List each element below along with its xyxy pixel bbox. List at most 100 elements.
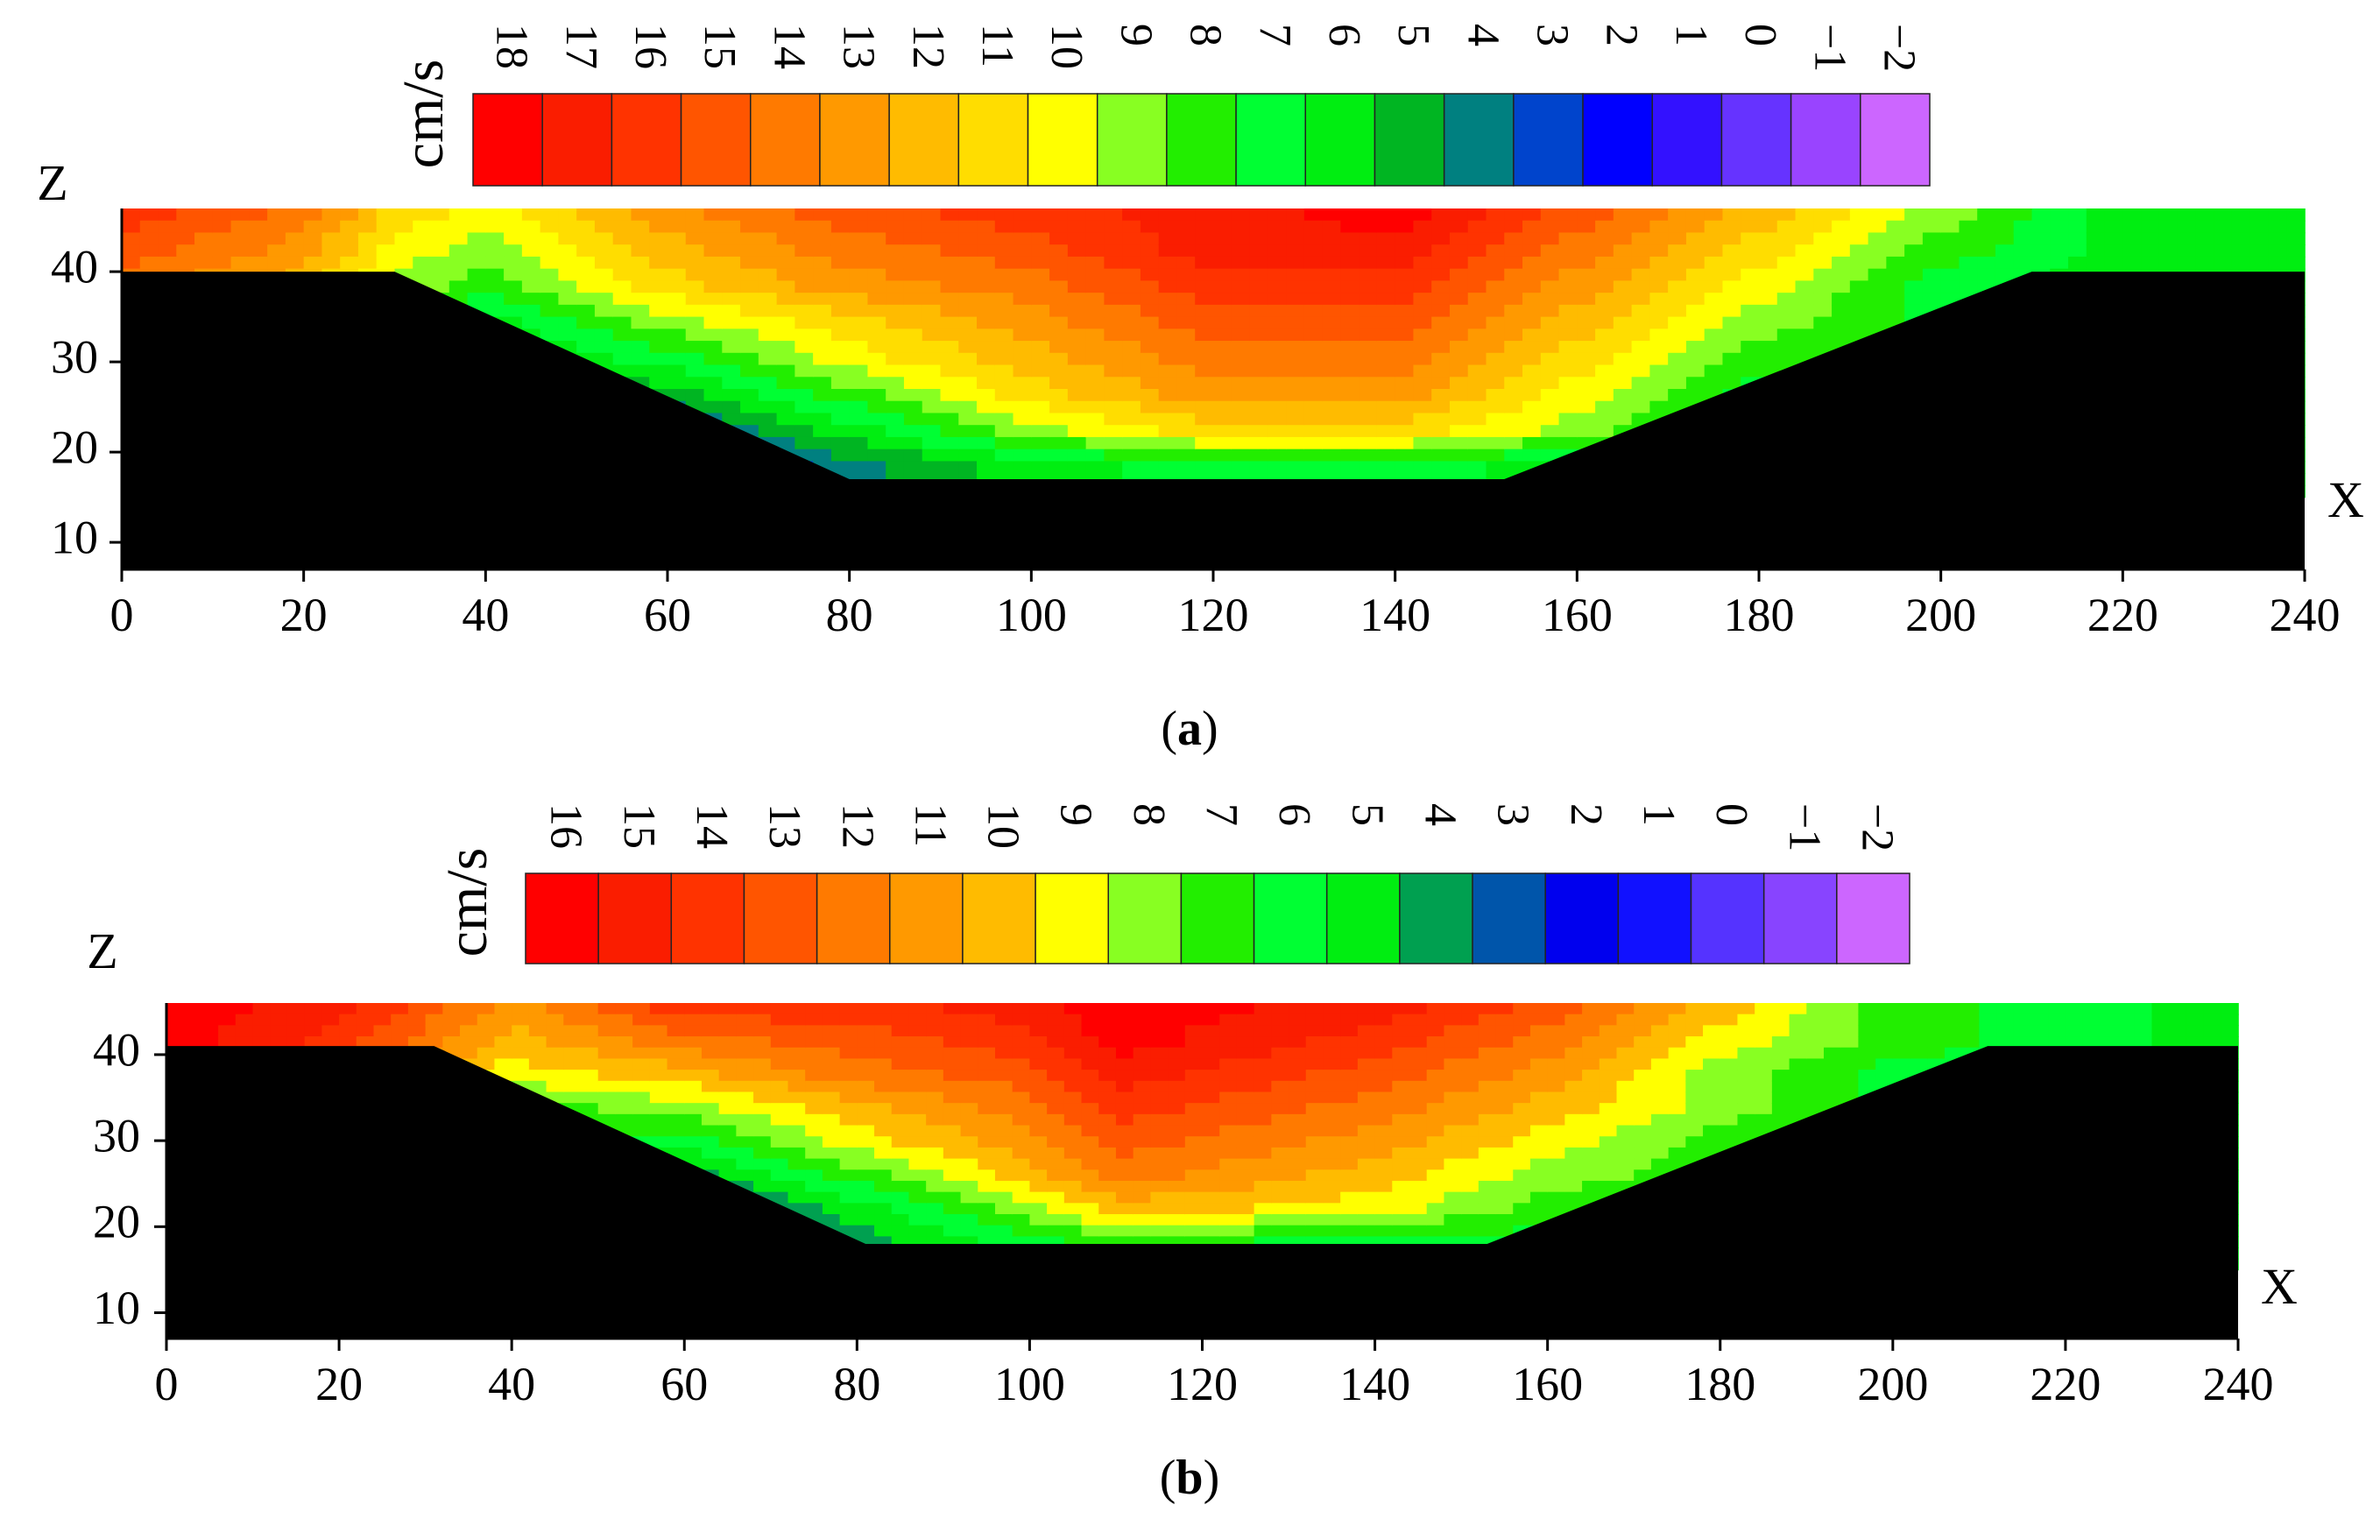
velocity-cell: [978, 1203, 996, 1215]
velocity-cell: [1741, 280, 1760, 293]
velocity-cell: [943, 1113, 962, 1127]
velocity-cell: [1202, 1147, 1221, 1160]
velocity-cell: [1340, 244, 1359, 258]
velocity-cell: [1031, 244, 1050, 258]
velocity-cell: [1254, 1158, 1273, 1171]
velocity-cell: [1444, 1080, 1462, 1093]
velocity-cell: [1582, 1113, 1600, 1127]
colorbar-swatch: [1582, 93, 1653, 187]
velocity-cell: [1547, 1191, 1566, 1204]
velocity-cell: [703, 316, 724, 330]
velocity-cell: [1168, 1180, 1186, 1193]
velocity-cell: [581, 1047, 599, 1060]
velocity-cell: [1577, 208, 1596, 222]
velocity-cell: [649, 364, 668, 378]
velocity-cell: [1047, 1225, 1065, 1238]
velocity-cell: [1104, 400, 1123, 414]
velocity-cell: [1478, 1036, 1497, 1049]
velocity-cell: [857, 1014, 875, 1027]
velocity-cell: [1582, 1003, 1600, 1015]
velocity-cell: [176, 220, 195, 234]
velocity-cell: [1168, 1036, 1186, 1049]
velocity-cell: [1431, 377, 1451, 390]
velocity-cell: [1449, 352, 1469, 366]
velocity-cell: [2231, 244, 2251, 258]
velocity-cell: [857, 1147, 875, 1160]
velocity-cell: [1289, 1214, 1307, 1226]
velocity-cell: [356, 1025, 375, 1037]
velocity-cell: [1486, 341, 1506, 354]
velocity-cell: [701, 1125, 720, 1138]
velocity-cell: [1122, 425, 1141, 438]
velocity-cell: [467, 220, 487, 234]
velocity-cell: [1595, 232, 1614, 245]
velocity-cell: [1486, 316, 1506, 330]
velocity-cell: [1357, 1047, 1376, 1060]
velocity-cell: [1547, 1091, 1566, 1104]
velocity-cell: [1303, 413, 1324, 426]
velocity-cell: [649, 1014, 668, 1027]
velocity-cell: [1140, 244, 1160, 258]
velocity-cell: [1395, 400, 1415, 414]
velocity-cell: [1133, 1047, 1152, 1060]
velocity-cell: [1529, 1103, 1549, 1115]
velocity-cell: [685, 304, 705, 318]
velocity-cell: [1495, 1147, 1515, 1160]
velocity-cell: [1268, 436, 1287, 450]
velocity-cell: [1115, 1058, 1134, 1070]
velocity-cell: [1631, 352, 1651, 366]
velocity-cell: [1249, 256, 1269, 270]
velocity-cell: [813, 220, 832, 234]
velocity-cell: [201, 1003, 219, 1015]
velocity-cell: [758, 208, 778, 222]
velocity-cell: [1595, 256, 1614, 270]
velocity-cell: [1529, 1058, 1549, 1070]
velocity-cell: [485, 220, 505, 234]
velocity-cell: [1444, 1214, 1462, 1226]
velocity-cell: [1376, 293, 1396, 306]
velocity-cell: [1392, 1158, 1410, 1171]
velocity-cell: [1486, 244, 1506, 258]
velocity-cell: [1722, 328, 1742, 342]
velocity-cell: [1522, 413, 1542, 426]
velocity-cell: [1104, 268, 1123, 282]
velocity-cell: [753, 1003, 772, 1015]
velocity-cell: [926, 1014, 944, 1027]
velocity-cell: [1886, 268, 1905, 282]
velocity-cell: [448, 220, 469, 234]
velocity-cell: [1577, 328, 1596, 342]
velocity-cell: [886, 352, 905, 366]
velocity-cell: [977, 389, 996, 402]
velocity-cell: [1564, 1158, 1583, 1171]
velocity-cell: [1213, 268, 1232, 282]
velocity-cell: [740, 304, 759, 318]
velocity-cell: [940, 461, 960, 474]
velocity-cell: [1305, 1203, 1324, 1215]
velocity-cell: [995, 1203, 1013, 1215]
velocity-cell: [1323, 1169, 1341, 1182]
velocity-cell: [1249, 364, 1269, 378]
velocity-cell: [1685, 293, 1706, 306]
velocity-cell: [1431, 364, 1451, 378]
velocity-cell: [857, 1136, 875, 1148]
velocity-cell: [740, 232, 759, 245]
colorbar-swatch: [1513, 93, 1584, 187]
velocity-cell: [1013, 256, 1033, 270]
velocity-cell: [612, 293, 632, 306]
velocity-cell: [1271, 1058, 1289, 1070]
velocity-cell: [1213, 449, 1232, 463]
velocity-cell: [1795, 268, 1815, 282]
velocity-cell: [1098, 1003, 1117, 1015]
colorbar-swatch: [1860, 93, 1931, 187]
velocity-cell: [776, 352, 796, 366]
velocity-cell: [1685, 220, 1706, 234]
velocity-cell: [576, 293, 596, 306]
velocity-cell: [822, 1136, 841, 1148]
velocity-cell: [1254, 1191, 1273, 1204]
velocity-cell: [1409, 1125, 1428, 1138]
velocity-cell: [1031, 389, 1050, 402]
velocity-cell: [1467, 436, 1487, 450]
velocity-cell: [649, 280, 668, 293]
velocity-cell: [1176, 244, 1197, 258]
velocity-cell: [1977, 220, 1996, 234]
